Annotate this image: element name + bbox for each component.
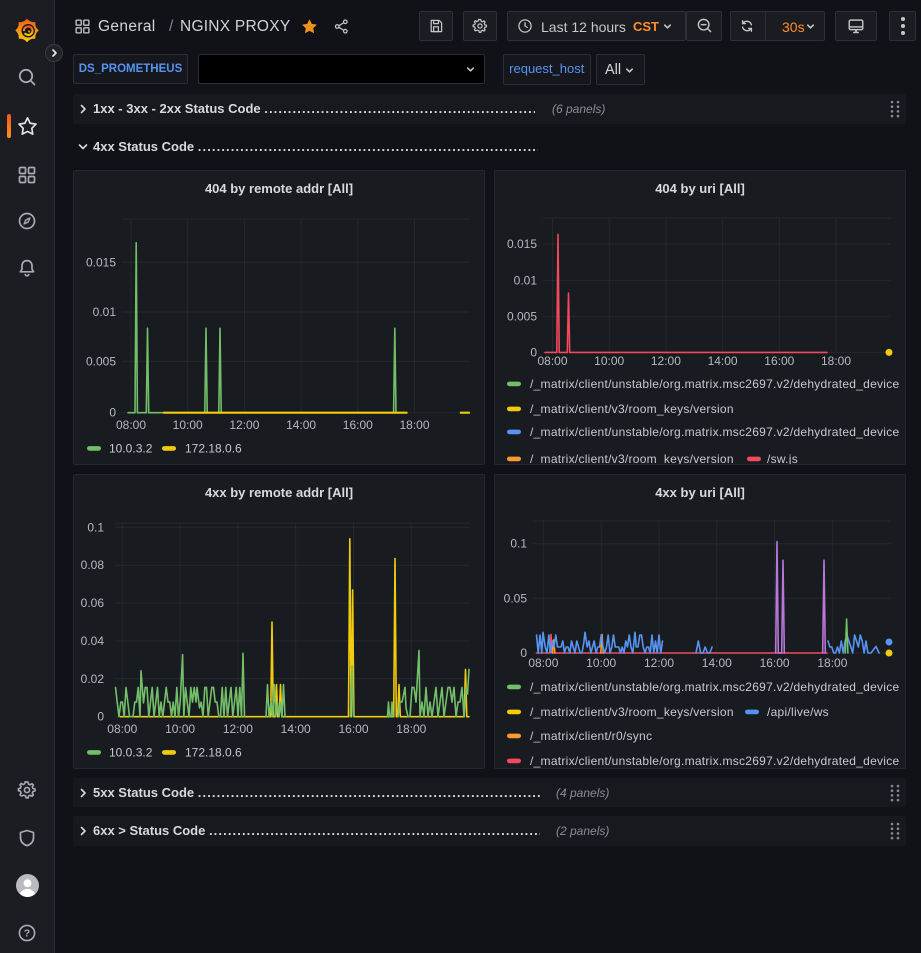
svg-text:/sw.js: /sw.js — [767, 452, 798, 465]
svg-text:12:00: 12:00 — [644, 656, 674, 670]
svg-text:08:00: 08:00 — [116, 418, 146, 432]
svg-text:0.015: 0.015 — [507, 237, 537, 251]
svg-text:/_matrix/client/unstable/org.m: /_matrix/client/unstable/org.matrix.msc2… — [530, 754, 900, 768]
svg-text:18:00: 18:00 — [399, 418, 429, 432]
svg-text:12:00: 12:00 — [229, 418, 259, 432]
svg-text:10.0.3.2: 10.0.3.2 — [109, 442, 153, 456]
svg-text:16:00: 16:00 — [343, 418, 373, 432]
svg-text:/_matrix/client/v3/room_keys/v: /_matrix/client/v3/room_keys/version — [530, 402, 734, 416]
svg-text:18:00: 18:00 — [396, 722, 426, 736]
svg-text:/_matrix/client/unstable/org.m: /_matrix/client/unstable/org.matrix.msc2… — [530, 425, 900, 439]
svg-text:16:00: 16:00 — [764, 354, 794, 368]
svg-text:0: 0 — [530, 345, 537, 359]
svg-text:0.015: 0.015 — [86, 255, 116, 269]
svg-text:0.01: 0.01 — [514, 273, 538, 287]
svg-text:/_matrix/client/v3/room_keys/v: /_matrix/client/v3/room_keys/version — [530, 452, 734, 465]
svg-text:0.08: 0.08 — [81, 558, 105, 572]
svg-text:/api/live/ws: /api/live/ws — [767, 705, 829, 719]
svg-text:0.01: 0.01 — [93, 305, 117, 319]
svg-text:12:00: 12:00 — [223, 722, 253, 736]
svg-text:0: 0 — [109, 406, 116, 420]
svg-text:10.0.3.2: 10.0.3.2 — [109, 746, 153, 760]
svg-text:10:00: 10:00 — [165, 722, 195, 736]
svg-text:/_matrix/client/unstable/org.m: /_matrix/client/unstable/org.matrix.msc2… — [530, 377, 900, 391]
svg-text:08:00: 08:00 — [537, 354, 567, 368]
svg-text:0.05: 0.05 — [504, 591, 528, 605]
svg-text:172.18.0.6: 172.18.0.6 — [185, 442, 242, 456]
svg-text:10:00: 10:00 — [594, 354, 624, 368]
svg-text:16:00: 16:00 — [338, 722, 368, 736]
svg-text:0.005: 0.005 — [507, 309, 537, 323]
svg-text:10:00: 10:00 — [586, 656, 616, 670]
svg-text:172.18.0.6: 172.18.0.6 — [185, 746, 242, 760]
svg-text:0: 0 — [97, 710, 104, 724]
svg-text:?: ? — [24, 928, 30, 940]
svg-text:10:00: 10:00 — [173, 418, 203, 432]
svg-text:0.04: 0.04 — [81, 634, 105, 648]
svg-text:14:00: 14:00 — [708, 354, 738, 368]
svg-text:14:00: 14:00 — [702, 656, 732, 670]
svg-text:0.005: 0.005 — [86, 354, 116, 368]
svg-text:14:00: 14:00 — [286, 418, 316, 432]
svg-text:/_matrix/client/v3/room_keys/v: /_matrix/client/v3/room_keys/version — [530, 705, 734, 719]
svg-text:0: 0 — [520, 646, 527, 660]
svg-text:0.1: 0.1 — [87, 520, 104, 534]
svg-text:/_matrix/client/r0/sync: /_matrix/client/r0/sync — [530, 729, 652, 743]
svg-text:0.02: 0.02 — [81, 672, 105, 686]
svg-text:16:00: 16:00 — [760, 656, 790, 670]
svg-text:/_matrix/client/unstable/org.m: /_matrix/client/unstable/org.matrix.msc2… — [530, 680, 900, 694]
svg-text:14:00: 14:00 — [281, 722, 311, 736]
svg-text:0.06: 0.06 — [81, 596, 105, 610]
svg-text:08:00: 08:00 — [528, 656, 558, 670]
svg-text:18:00: 18:00 — [817, 656, 847, 670]
svg-text:0.1: 0.1 — [510, 537, 527, 551]
svg-text:12:00: 12:00 — [651, 354, 681, 368]
svg-text:08:00: 08:00 — [107, 722, 137, 736]
svg-text:18:00: 18:00 — [821, 354, 851, 368]
